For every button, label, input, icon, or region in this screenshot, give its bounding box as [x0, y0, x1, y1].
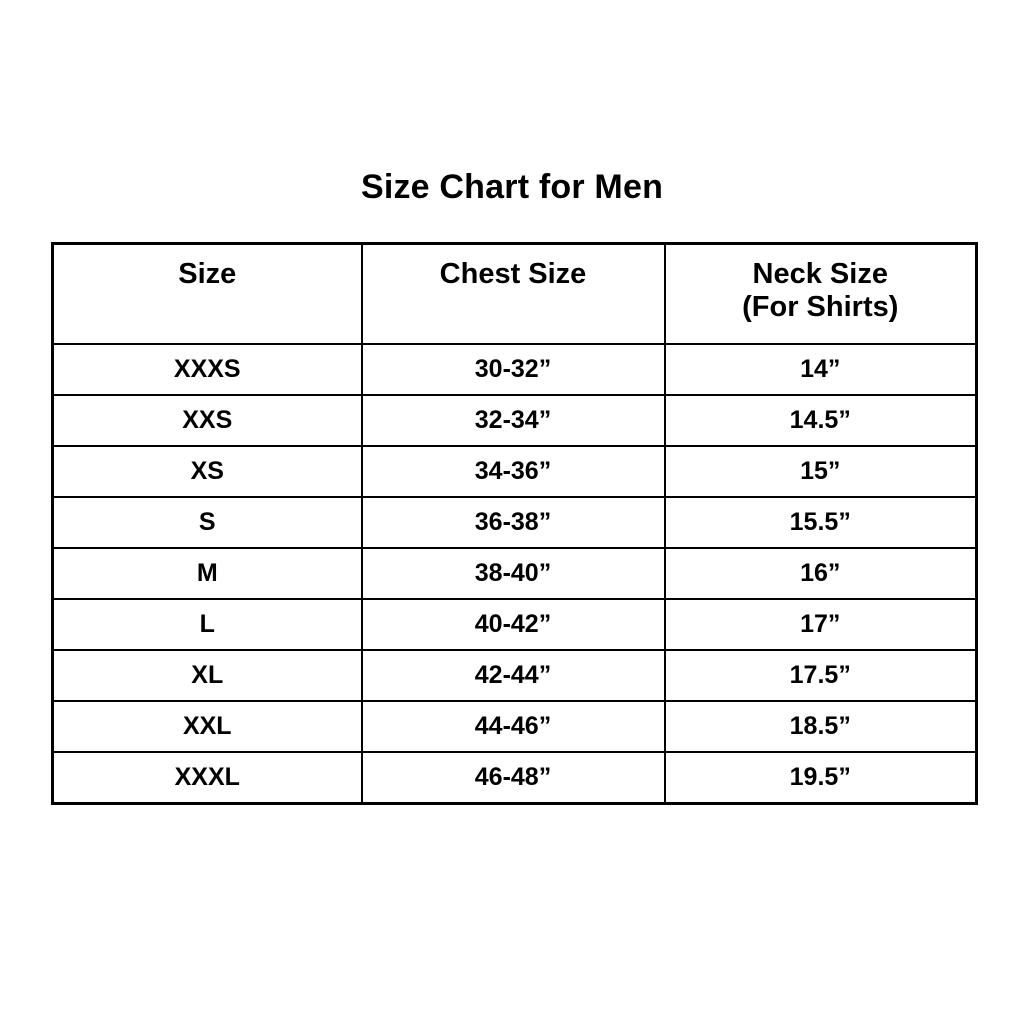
- table-row: XXXL 46-48” 19.5”: [51, 751, 978, 805]
- size-cell: L: [51, 598, 363, 651]
- size-cell: XXS: [51, 394, 363, 447]
- header-neck-size-sublabel: (For Shirts): [742, 291, 899, 324]
- chest-size-cell: 30-32”: [360, 343, 666, 396]
- table-body: XXXS 30-32” 14” XXS 32-34” 14.5” XS 34-3…: [51, 343, 978, 805]
- chest-size-cell: 40-42”: [360, 598, 666, 651]
- chest-size-cell: 34-36”: [360, 445, 666, 498]
- chest-size-cell: 32-34”: [360, 394, 666, 447]
- size-cell: XXL: [51, 700, 363, 753]
- table-row: XL 42-44” 17.5”: [51, 649, 978, 702]
- table-row: XS 34-36” 15”: [51, 445, 978, 498]
- chest-size-cell: 38-40”: [360, 547, 666, 600]
- size-cell: XL: [51, 649, 363, 702]
- chest-size-cell: 42-44”: [360, 649, 666, 702]
- table-row: XXS 32-34” 14.5”: [51, 394, 978, 447]
- chest-size-cell: 44-46”: [360, 700, 666, 753]
- neck-size-cell: 15”: [663, 445, 978, 498]
- header-size-label: Size: [178, 258, 237, 290]
- neck-size-cell: 14.5”: [663, 394, 978, 447]
- size-cell: XS: [51, 445, 363, 498]
- neck-size-cell: 14”: [663, 343, 978, 396]
- neck-size-cell: 17.5”: [663, 649, 978, 702]
- size-cell: M: [51, 547, 363, 600]
- chest-size-cell: 46-48”: [360, 751, 666, 805]
- header-neck-size-label: Neck Size: [752, 258, 888, 290]
- table-row: M 38-40” 16”: [51, 547, 978, 600]
- neck-size-cell: 16”: [663, 547, 978, 600]
- header-chest-size-label: Chest Size: [439, 258, 587, 290]
- neck-size-cell: 19.5”: [663, 751, 978, 805]
- header-row: Size Chest Size Neck Size (For Shirts): [51, 242, 978, 345]
- page-title: Size Chart for Men: [360, 168, 664, 206]
- table-row: XXL 44-46” 18.5”: [51, 700, 978, 753]
- table-row: S 36-38” 15.5”: [51, 496, 978, 549]
- size-cell: S: [51, 496, 363, 549]
- header-neck-size: Neck Size (For Shirts): [663, 242, 978, 345]
- neck-size-cell: 15.5”: [663, 496, 978, 549]
- size-chart-table: Size Chest Size Neck Size (For Shirts) XX…: [51, 242, 978, 805]
- size-cell: XXXS: [51, 343, 363, 396]
- neck-size-cell: 17”: [663, 598, 978, 651]
- table-header: Size Chest Size Neck Size (For Shirts): [51, 242, 978, 345]
- table-row: L 40-42” 17”: [51, 598, 978, 651]
- header-chest-size: Chest Size: [360, 242, 666, 345]
- chest-size-cell: 36-38”: [360, 496, 666, 549]
- size-cell: XXXL: [51, 751, 363, 805]
- table-row: XXXS 30-32” 14”: [51, 343, 978, 396]
- neck-size-cell: 18.5”: [663, 700, 978, 753]
- header-size: Size: [51, 242, 363, 345]
